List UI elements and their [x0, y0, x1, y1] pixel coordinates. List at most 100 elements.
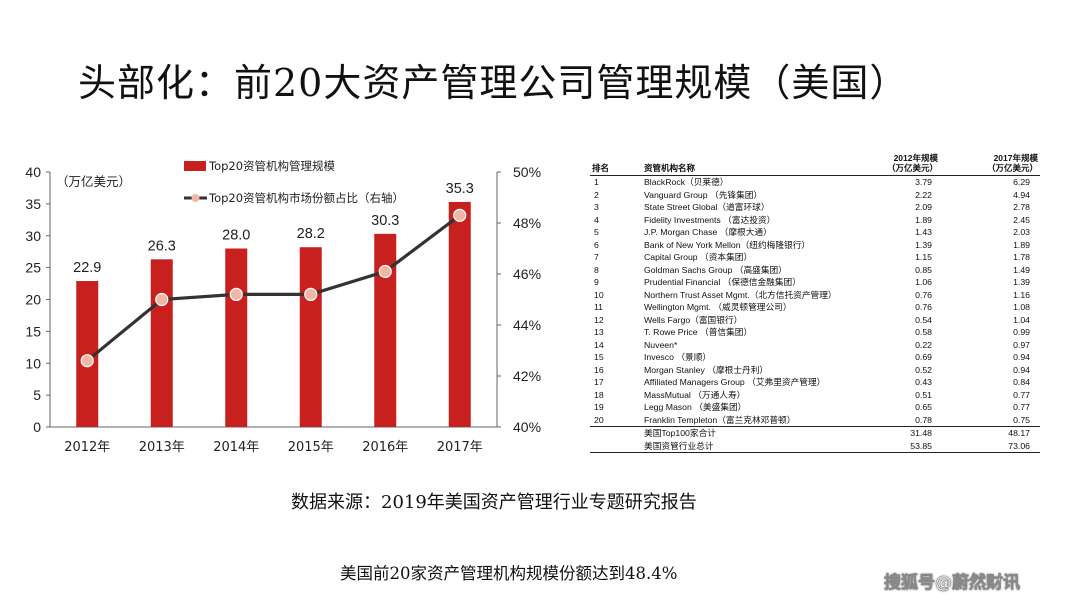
right-tick-label: 46% — [513, 266, 541, 282]
table-row: 7 Capital Group （资本集团） 1.15 1.78 — [590, 251, 1040, 264]
left-tick-label: 0 — [33, 419, 41, 435]
table-row: 17 Affiliated Managers Group （艾弗里资产管理） 0.4… — [590, 376, 1040, 389]
cell-2012: 1.43 — [915, 227, 932, 237]
cell-rank: 1 — [594, 177, 599, 187]
table-row: 15 Invesco （景顺） 0.69 0.94 — [590, 351, 1040, 364]
x-axis-labels: 2012年 2013年 2014年 2015年 2016年 2017年 — [64, 440, 483, 455]
cell-rank: 10 — [594, 289, 604, 300]
header-rank: 排名 — [590, 153, 642, 176]
table-row: 2 Vanguard Group （先锋集团） 2.22 4.94 — [590, 189, 1040, 202]
cell-2012: 0.58 — [915, 327, 932, 337]
bar-value-label: 28.2 — [297, 226, 325, 242]
cell-rank: 15 — [594, 352, 604, 362]
cell-2017: 4.94 — [1013, 189, 1030, 200]
cell-2017: 0.84 — [1013, 377, 1030, 387]
cell-name: T. Rowe Price （普信集团） — [644, 327, 753, 337]
right-tick-label: 42% — [513, 368, 541, 384]
data-source-note: 数据来源：2019年美国资产管理行业专题研究报告 — [291, 492, 697, 513]
cell-2012: 0.76 — [915, 302, 932, 312]
cell-name: MassMutual （万通人寿） — [644, 389, 746, 400]
left-tick-label: 30 — [25, 228, 41, 244]
cell-name: J.P. Morgan Chase （摩根大通） — [644, 227, 772, 237]
header-2012-line2: （万亿美元） — [886, 163, 938, 173]
cell-rank: 19 — [594, 402, 604, 412]
table-row: 18 MassMutual （万通人寿） 0.51 0.77 — [590, 389, 1040, 402]
cell-total-2017: 48.17 — [940, 426, 1040, 440]
cell-total-name: 美国Top100家合计 — [642, 426, 870, 440]
cell-name: Morgan Stanley （摩根士丹利） — [644, 364, 769, 375]
watermark: 搜狐号@蔚然财讯 — [884, 573, 1021, 594]
left-tick-label: 40 — [25, 164, 41, 180]
cell-2012: 2.22 — [915, 189, 932, 200]
share-line-point — [453, 208, 467, 222]
header-name: 资管机构名称 — [642, 153, 870, 176]
cell-rank: 11 — [594, 302, 604, 312]
cell-2012: 0.65 — [915, 402, 932, 412]
left-axis-ticks: 0 5 10 15 20 25 30 35 40 — [25, 164, 50, 435]
cell-total-name: 美国资管行业总计 — [642, 439, 870, 453]
legend-bar-swatch — [184, 161, 206, 171]
cell-name: BlackRock（贝莱德） — [644, 177, 729, 187]
legend-line-marker — [191, 194, 200, 202]
cell-name: Invesco （景顺） — [644, 352, 712, 362]
bar-value-label: 35.3 — [446, 181, 474, 197]
table-row: 12 Wells Fargo（富国银行） 0.54 1.04 — [590, 314, 1040, 327]
cell-2017: 0.75 — [1013, 414, 1030, 425]
x-tick-label: 2012年 — [64, 440, 110, 455]
cell-2012: 0.69 — [915, 352, 932, 362]
cell-2012: 0.51 — [915, 389, 932, 400]
header-2017-line2: （万亿美元） — [986, 163, 1038, 173]
bar — [374, 233, 397, 427]
bar-data-labels: 22.9 26.3 28.0 28.2 30.3 35.3 — [73, 181, 474, 276]
legend-line-label: Top20资管机构市场份额占比（右轴） — [208, 191, 404, 205]
share-line-point — [80, 354, 94, 368]
bar-value-label: 22.9 — [73, 260, 101, 276]
table-row: 5 J.P. Morgan Chase （摩根大通） 1.43 2.03 — [590, 226, 1040, 239]
table-row: 14 Nuveen* 0.22 0.97 — [590, 339, 1040, 352]
cell-rank: 13 — [594, 327, 604, 337]
legend-bar-label: Top20资管机构管理规模 — [208, 159, 336, 173]
cell-rank: 6 — [594, 239, 599, 250]
cell-name: Goldman Sachs Group （高盛集团） — [644, 264, 787, 275]
table-row: 13 T. Rowe Price （普信集团） 0.58 0.99 — [590, 326, 1040, 339]
cell-2017: 1.04 — [1013, 314, 1030, 325]
slide-title: 头部化：前20大资产管理公司管理规模（美国） — [78, 61, 909, 105]
cell-2012: 1.06 — [915, 277, 932, 287]
table-body: 1 BlackRock（贝莱德） 3.79 6.29 2 Vanguard Group （… — [590, 176, 1040, 453]
cell-2017: 0.77 — [1013, 402, 1030, 412]
table-total-row: 美国资管行业总计 53.85 73.06 — [590, 439, 1040, 453]
cell-rank: 3 — [594, 202, 599, 212]
table-row: 16 Morgan Stanley （摩根士丹利） 0.52 0.94 — [590, 364, 1040, 377]
header-2017-line1: 2017年规模 — [993, 153, 1038, 163]
share-line-series — [80, 208, 467, 368]
cell-rank: 18 — [594, 389, 604, 400]
cell-2017: 2.03 — [1013, 227, 1030, 237]
cell-2017: 0.94 — [1013, 352, 1030, 362]
share-line-point — [155, 292, 169, 307]
cell-rank: 14 — [594, 339, 604, 350]
cell-2012: 0.43 — [915, 377, 932, 387]
right-tick-label: 40% — [513, 419, 541, 435]
cell-2012: 0.85 — [915, 264, 932, 275]
table-total-row: 美国Top100家合计 31.48 48.17 — [590, 426, 1040, 440]
cell-rank: 17 — [594, 377, 604, 387]
cell-rank: 4 — [594, 214, 599, 225]
header-2017: 2017年规模 （万亿美元） — [940, 153, 1040, 176]
left-tick-label: 25 — [25, 260, 41, 276]
table-row: 10 Northern Trust Asset Mgmt.（北方信托资产管理） 0.… — [590, 289, 1040, 302]
cell-2012: 0.52 — [915, 364, 932, 375]
cell-2012: 1.89 — [915, 214, 932, 225]
bar — [225, 248, 248, 427]
cell-total-2012: 53.85 — [870, 439, 940, 453]
cell-name: Franklin Templeton（富兰克林邓普顿） — [644, 414, 796, 425]
cell-rank-empty — [590, 426, 642, 440]
table-row: 4 Fidelity Investments （富达投资） 1.89 2.45 — [590, 214, 1040, 227]
share-line-point — [378, 264, 392, 279]
cell-name: Fidelity Investments （富达投资） — [644, 214, 776, 225]
left-tick-label: 15 — [25, 323, 41, 339]
cell-rank-empty — [590, 439, 642, 453]
cell-name: State Street Global（道富环球） — [644, 202, 770, 212]
table-row: 8 Goldman Sachs Group （高盛集团） 0.85 1.49 — [590, 264, 1040, 277]
cell-total-2017: 73.06 — [940, 439, 1040, 453]
